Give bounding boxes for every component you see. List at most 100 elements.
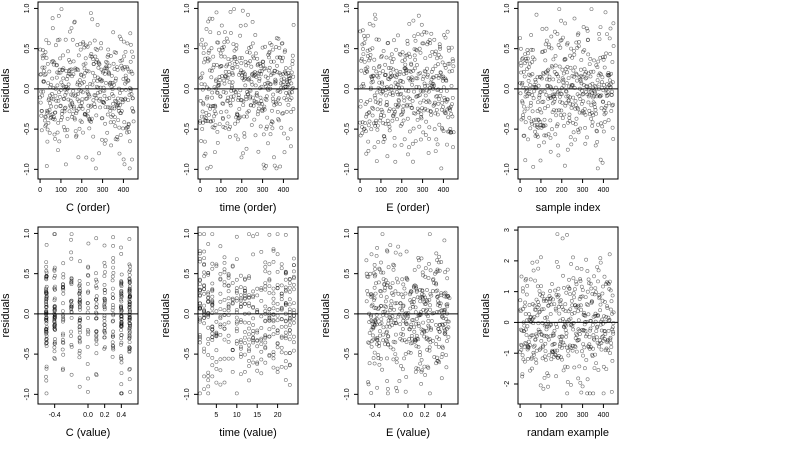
point — [361, 52, 366, 57]
point — [608, 279, 612, 284]
point — [542, 375, 547, 380]
point — [44, 338, 49, 343]
point — [408, 292, 412, 297]
point — [213, 104, 218, 109]
point — [564, 334, 569, 339]
point — [69, 280, 74, 285]
point — [274, 45, 279, 49]
point — [410, 318, 415, 323]
point — [558, 99, 563, 104]
point — [40, 109, 44, 113]
point — [564, 81, 569, 85]
point — [246, 92, 251, 96]
point — [550, 65, 555, 70]
point — [606, 348, 611, 353]
point — [381, 121, 386, 126]
point — [451, 64, 456, 69]
point — [568, 292, 573, 297]
point — [540, 27, 545, 31]
point — [533, 357, 538, 362]
point — [428, 340, 433, 345]
point — [267, 284, 272, 289]
point — [206, 325, 211, 330]
point — [46, 81, 51, 86]
point — [364, 258, 369, 263]
point — [68, 29, 72, 34]
point — [255, 330, 260, 335]
point — [251, 316, 256, 321]
point — [432, 281, 436, 285]
point — [81, 74, 86, 79]
point — [65, 127, 70, 132]
point — [439, 291, 444, 296]
point — [69, 282, 74, 287]
point — [406, 152, 410, 157]
point — [586, 37, 590, 42]
x-tick-label: 400 — [438, 187, 450, 194]
point — [242, 340, 247, 345]
point — [198, 335, 202, 339]
point — [104, 81, 108, 85]
point — [574, 279, 578, 284]
point — [220, 101, 225, 106]
point — [256, 106, 261, 111]
point — [102, 94, 107, 98]
point — [439, 376, 444, 381]
point — [236, 137, 240, 142]
point — [397, 312, 402, 317]
point — [530, 60, 534, 65]
point — [90, 17, 95, 22]
point — [77, 351, 82, 356]
point — [524, 276, 529, 281]
point — [445, 97, 450, 102]
y-tick-label: -0.5 — [24, 348, 31, 360]
point — [580, 384, 585, 389]
point — [564, 89, 568, 94]
point — [586, 277, 591, 282]
point — [61, 314, 65, 319]
point — [238, 304, 243, 309]
point — [288, 76, 293, 81]
point — [270, 108, 274, 113]
point — [379, 303, 383, 308]
point — [536, 83, 541, 88]
point — [420, 331, 425, 336]
point — [416, 337, 421, 342]
point — [107, 72, 111, 77]
point — [373, 17, 378, 21]
point — [119, 321, 124, 325]
point — [360, 125, 364, 129]
point — [425, 288, 429, 292]
point — [249, 103, 254, 108]
plot-frame — [197, 226, 299, 405]
point — [530, 366, 534, 371]
point — [363, 37, 368, 41]
point — [573, 137, 578, 142]
point — [426, 318, 431, 323]
point — [67, 67, 72, 72]
point — [269, 59, 274, 64]
point — [100, 78, 105, 83]
point — [569, 382, 573, 387]
point — [578, 79, 583, 84]
point — [235, 65, 240, 69]
point — [128, 329, 132, 334]
point — [50, 92, 54, 96]
point — [587, 62, 592, 67]
point — [369, 391, 374, 395]
point — [366, 292, 371, 297]
point — [604, 104, 609, 108]
point — [532, 315, 537, 319]
point — [207, 113, 211, 117]
point — [584, 358, 589, 362]
point — [279, 293, 284, 298]
point — [97, 62, 102, 67]
point — [594, 329, 599, 334]
point — [449, 130, 454, 135]
point — [575, 304, 580, 309]
point — [242, 335, 247, 340]
point — [275, 285, 280, 290]
point — [127, 129, 131, 134]
point — [434, 108, 439, 112]
point — [365, 69, 370, 74]
